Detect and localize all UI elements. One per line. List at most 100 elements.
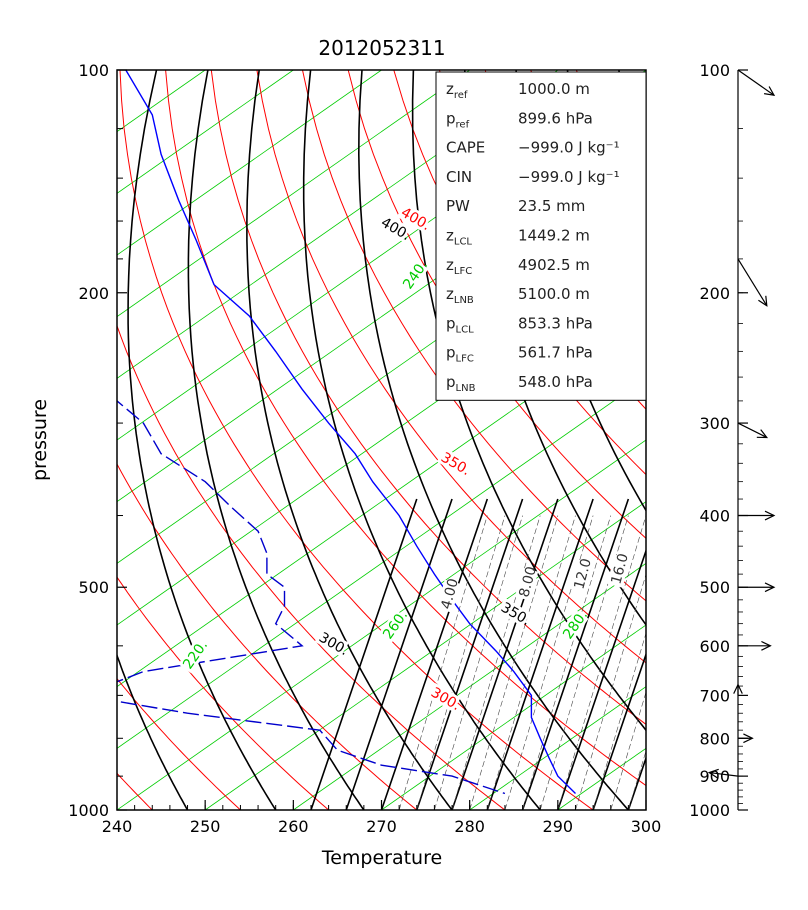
wind-arrow-head: [743, 733, 754, 744]
x-tick-label: 280: [454, 817, 485, 836]
line-label: 16.0: [608, 552, 632, 586]
wind-arrow-head: [764, 582, 776, 593]
mixing-ratio-line: [451, 515, 541, 810]
stats-row: pLNB 548.0 hPa: [446, 373, 593, 394]
wind-tick-label: 300: [699, 414, 730, 433]
wind-arrow-head: [758, 295, 768, 307]
temperature-profile: [125, 70, 576, 794]
isotherm-line: [117, 70, 470, 318]
isotherm-line: [734, 70, 808, 810]
stats-value: 5100.0 m: [518, 285, 590, 303]
line-label: 12.0: [571, 557, 595, 591]
isotherm-line: [381, 624, 646, 810]
wind-arrow: [737, 258, 768, 307]
saturation-line: [380, 498, 489, 810]
stats-value: −999.0 J kg⁻¹: [518, 139, 620, 157]
stats-name: zLNB: [446, 285, 474, 306]
isotherm-line: [117, 377, 646, 749]
saturation-line: [310, 498, 418, 810]
saturation-line: [557, 548, 646, 810]
wind-arrow-head: [733, 683, 743, 694]
saturation-line: [416, 498, 524, 810]
stats-row: CIN −999.0 J kg⁻¹: [446, 168, 620, 186]
wind-tick-label: 600: [699, 637, 730, 656]
mixing-ratio-line: [628, 750, 646, 810]
wind-tick-label: 200: [699, 284, 730, 303]
stats-value: 853.3 hPa: [518, 314, 593, 332]
stats-name: zref: [446, 80, 468, 101]
x-tick-label: 250: [190, 817, 221, 836]
moist-adiabat-line: [357, 70, 629, 810]
line-label-bg: [178, 639, 209, 674]
saturation-line: [486, 498, 594, 810]
dry-adiabat-line: [165, 70, 646, 787]
stats-row: PW 23.5 mm: [446, 197, 585, 215]
stats-name: pLFC: [446, 344, 474, 365]
line-label-bg: [378, 609, 409, 644]
mixing-ratio-line: [575, 573, 646, 810]
isotherm-line: [117, 70, 118, 71]
chart-title: 2012052311: [318, 36, 445, 60]
dry-adiabat-line: [117, 772, 153, 810]
y-axis-label: pressure: [29, 399, 51, 481]
stats-value: 1000.0 m: [518, 80, 590, 98]
saturation-line: [592, 652, 646, 810]
isotherm-line: [117, 439, 646, 810]
wind-tick-label: 100: [699, 61, 730, 80]
stats-name: pref: [446, 109, 470, 130]
y-tick-label: 100: [78, 61, 109, 80]
dry-adiabat-line: [117, 462, 418, 810]
line-label-bg: [606, 554, 631, 588]
line-label: 260.: [380, 608, 411, 643]
stats-row: pLFC 561.7 hPa: [446, 344, 593, 365]
stats-value: 561.7 hPa: [518, 344, 593, 362]
line-label: 300.: [316, 630, 351, 659]
line-label: 220.: [180, 638, 211, 673]
stats-name: pLCL: [446, 314, 474, 335]
stats-row: pref 899.6 hPa: [446, 109, 593, 130]
x-tick-label: 260: [278, 817, 309, 836]
dry-adiabat-line: [256, 70, 646, 664]
line-label-bg: [569, 559, 594, 593]
stats-row: pLCL 853.3 hPa: [446, 314, 593, 335]
stats-name: CIN: [446, 168, 472, 186]
stats-value: 1449.2 m: [518, 227, 590, 245]
x-tick-label: 270: [366, 817, 397, 836]
line-label-bg: [436, 579, 461, 613]
isotherm-line: [117, 316, 646, 688]
saturation-line: [451, 498, 559, 810]
y-tick-label: 1000: [68, 801, 109, 820]
stats-name: CAPE: [446, 139, 485, 157]
plot-area: [0, 70, 808, 810]
wind-arrow: [737, 422, 768, 439]
stats-row: zLNB 5100.0 m: [446, 285, 590, 306]
line-label: 4.00: [438, 577, 462, 611]
mixing-ratio-line: [469, 515, 559, 810]
moist-adiabat-line: [670, 70, 808, 810]
moist-adiabat-line: [127, 70, 277, 810]
wind-arrow: [709, 771, 739, 777]
isotherm-line: [117, 254, 646, 626]
stats-row: zLFC 4902.5 m: [446, 256, 590, 277]
dry-adiabat-line: [117, 576, 329, 810]
stats-value: 548.0 hPa: [518, 373, 593, 391]
line-label-bg: [558, 609, 589, 644]
stats-row: zref 1000.0 m: [446, 80, 590, 101]
saturation-line: [521, 498, 630, 810]
stats-name: pLNB: [446, 373, 476, 394]
wind-arrow-head: [761, 640, 772, 651]
wind-arrow-head: [756, 429, 769, 439]
line-label-bg: [398, 259, 429, 294]
isotherm-line: [293, 562, 646, 810]
x-tick-label: 240: [102, 817, 133, 836]
stats-name: PW: [446, 197, 470, 215]
dry-adiabat-line: [302, 70, 646, 602]
stats-name: zLFC: [446, 256, 472, 277]
x-tick-label: 300: [631, 817, 662, 836]
wind-arrow-head: [764, 86, 776, 96]
stats-row: CAPE −999.0 J kg⁻¹: [446, 139, 620, 157]
x-tick-label: 290: [543, 817, 574, 836]
dry-adiabat-line: [119, 70, 594, 810]
moist-adiabat-line: [0, 70, 11, 810]
